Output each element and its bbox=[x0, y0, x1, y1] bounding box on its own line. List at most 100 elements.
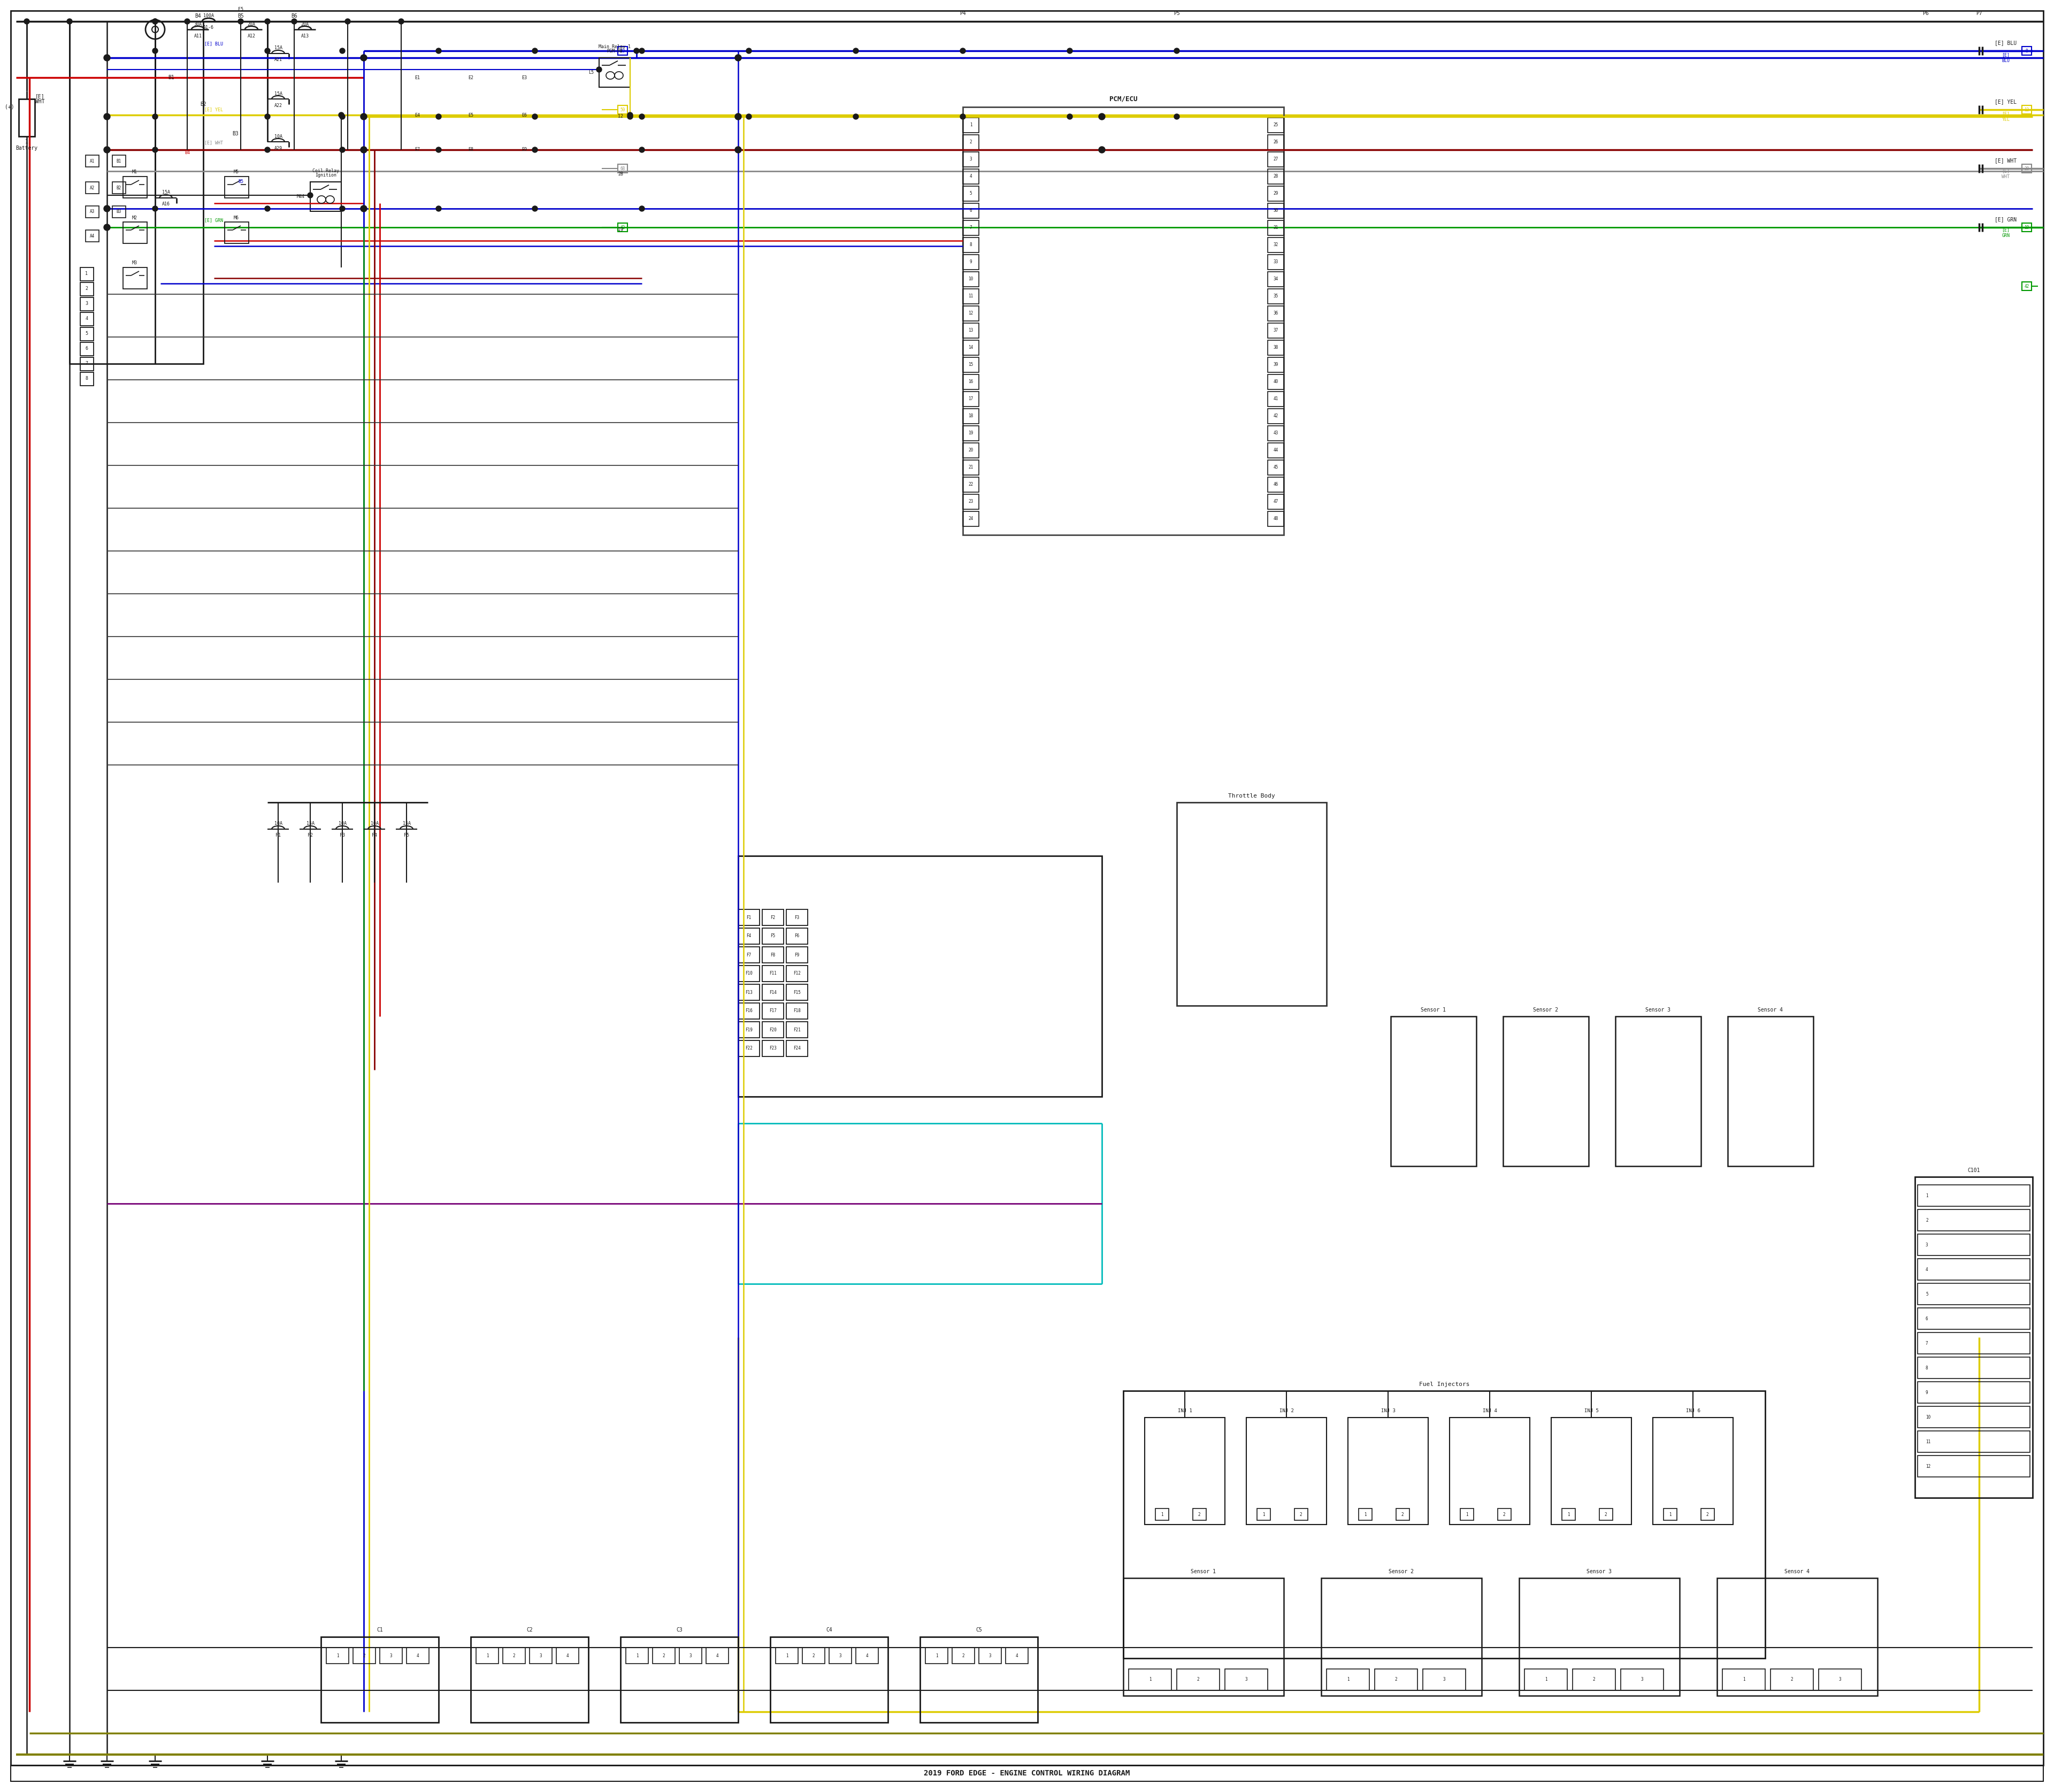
Text: 3: 3 bbox=[690, 1654, 692, 1658]
Bar bbox=[470, 1636, 587, 1722]
Text: A21: A21 bbox=[273, 57, 281, 63]
Circle shape bbox=[626, 115, 633, 120]
Text: 43: 43 bbox=[1273, 430, 1278, 435]
Bar bbox=[80, 342, 94, 357]
Bar bbox=[18, 99, 35, 136]
Text: A1-6: A1-6 bbox=[203, 25, 214, 30]
Text: 4: 4 bbox=[86, 317, 88, 321]
Text: F5: F5 bbox=[405, 833, 409, 839]
Text: 1: 1 bbox=[637, 1654, 639, 1658]
Text: 2: 2 bbox=[961, 1654, 965, 1658]
Text: 1: 1 bbox=[1545, 1677, 1547, 1683]
Circle shape bbox=[635, 48, 639, 54]
Text: 8: 8 bbox=[86, 376, 88, 382]
Bar bbox=[1267, 289, 1284, 305]
Bar bbox=[600, 57, 631, 88]
Text: 10A: 10A bbox=[273, 821, 281, 826]
Text: 3: 3 bbox=[1641, 1677, 1643, 1683]
Text: 8: 8 bbox=[2025, 48, 2027, 54]
Circle shape bbox=[362, 147, 368, 152]
Bar bbox=[113, 181, 125, 194]
Text: 27: 27 bbox=[1273, 158, 1278, 161]
Circle shape bbox=[339, 115, 345, 120]
Bar bbox=[1177, 803, 1327, 1005]
Bar bbox=[1391, 1016, 1477, 1167]
Text: 15A: 15A bbox=[162, 190, 170, 195]
Text: 12: 12 bbox=[1927, 1464, 1931, 1469]
Text: F3: F3 bbox=[339, 833, 345, 839]
Text: A29: A29 bbox=[273, 145, 281, 151]
Bar bbox=[1561, 1509, 1575, 1520]
Bar bbox=[503, 1647, 526, 1663]
Circle shape bbox=[1068, 48, 1072, 54]
Text: F3: F3 bbox=[795, 916, 799, 919]
Text: B3: B3 bbox=[117, 210, 121, 215]
Bar bbox=[1267, 443, 1284, 459]
Text: 42: 42 bbox=[1273, 414, 1278, 419]
Bar bbox=[963, 289, 980, 305]
Text: F7: F7 bbox=[746, 952, 752, 957]
Text: 37: 37 bbox=[1273, 328, 1278, 333]
Bar bbox=[86, 156, 99, 167]
Text: 48: 48 bbox=[1273, 516, 1278, 521]
Text: INJ 3: INJ 3 bbox=[1380, 1409, 1395, 1414]
Text: Main Relay 1: Main Relay 1 bbox=[598, 45, 631, 50]
Text: 1: 1 bbox=[1567, 1512, 1569, 1516]
Text: 24: 24 bbox=[967, 516, 974, 521]
Text: 6: 6 bbox=[1927, 1315, 1929, 1321]
Bar bbox=[626, 1647, 649, 1663]
Text: 11: 11 bbox=[1927, 1439, 1931, 1444]
Circle shape bbox=[185, 18, 189, 23]
Text: 2: 2 bbox=[1592, 1677, 1596, 1683]
Bar bbox=[1573, 1668, 1614, 1690]
Text: 3: 3 bbox=[969, 158, 972, 161]
Bar bbox=[123, 267, 148, 289]
Bar bbox=[1918, 1455, 2029, 1477]
Bar bbox=[224, 177, 249, 197]
Text: 2: 2 bbox=[1927, 1219, 1929, 1222]
Bar bbox=[787, 1021, 807, 1038]
Circle shape bbox=[852, 48, 859, 54]
Bar bbox=[380, 1647, 403, 1663]
Bar bbox=[707, 1647, 729, 1663]
Bar bbox=[1294, 1509, 1308, 1520]
Text: [E]
GRN: [E] GRN bbox=[2003, 228, 2011, 238]
Text: 15A: 15A bbox=[273, 91, 281, 97]
Bar bbox=[920, 1636, 1037, 1722]
Bar bbox=[1374, 1668, 1417, 1690]
Text: F5: F5 bbox=[238, 7, 242, 13]
Text: 12: 12 bbox=[618, 115, 622, 118]
Text: [E] WHT: [E] WHT bbox=[205, 140, 224, 145]
Circle shape bbox=[105, 54, 111, 61]
Circle shape bbox=[1175, 115, 1179, 120]
Bar bbox=[1497, 1509, 1512, 1520]
Text: 25: 25 bbox=[1273, 124, 1278, 127]
Text: 5: 5 bbox=[1927, 1292, 1929, 1296]
Text: F17: F17 bbox=[768, 1009, 776, 1014]
Circle shape bbox=[362, 113, 368, 120]
Bar bbox=[80, 297, 94, 310]
Text: 15A: 15A bbox=[306, 821, 314, 826]
Text: 4: 4 bbox=[969, 174, 972, 179]
Bar bbox=[1918, 1235, 2029, 1256]
Text: 4: 4 bbox=[867, 1654, 869, 1658]
Text: 2: 2 bbox=[663, 1654, 665, 1658]
Text: [E] GRN: [E] GRN bbox=[205, 219, 224, 222]
Circle shape bbox=[152, 147, 158, 152]
Bar bbox=[1524, 1668, 1567, 1690]
Bar bbox=[963, 254, 980, 269]
Bar bbox=[1918, 1333, 2029, 1355]
Text: INJ 4: INJ 4 bbox=[1483, 1409, 1497, 1414]
Text: 8: 8 bbox=[618, 48, 622, 54]
Text: B5: B5 bbox=[238, 13, 244, 18]
Bar bbox=[618, 222, 626, 231]
Bar bbox=[1600, 1509, 1612, 1520]
Circle shape bbox=[152, 18, 158, 23]
Circle shape bbox=[435, 115, 442, 120]
Bar bbox=[1128, 1668, 1171, 1690]
Text: 3: 3 bbox=[1444, 1677, 1446, 1683]
Text: B2: B2 bbox=[117, 185, 121, 190]
Text: 18: 18 bbox=[967, 414, 974, 419]
Text: B4: B4 bbox=[195, 13, 201, 18]
Circle shape bbox=[398, 18, 405, 23]
